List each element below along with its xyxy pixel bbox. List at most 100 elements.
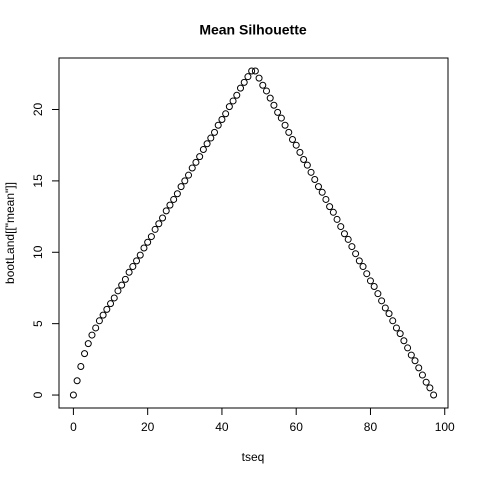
point (173, 190, 181, 198)
chart-title: Mean Silhouette (199, 22, 307, 38)
point (188, 164, 196, 172)
point (166, 201, 174, 209)
point (107, 300, 115, 308)
point (199, 145, 207, 153)
y-tick-label: 10 (31, 245, 45, 259)
point (359, 263, 367, 271)
point (418, 371, 426, 379)
point (430, 391, 438, 399)
point (181, 177, 189, 185)
point (318, 188, 326, 196)
point (133, 257, 141, 265)
point (73, 377, 81, 385)
point (211, 128, 219, 136)
point (144, 238, 152, 246)
point (121, 275, 129, 283)
x-tick-label: 0 (70, 420, 77, 434)
point (88, 331, 96, 339)
point (95, 317, 103, 325)
point (389, 317, 397, 325)
point (407, 351, 415, 359)
point (214, 121, 222, 129)
point (337, 223, 345, 231)
point (196, 153, 204, 161)
point (192, 158, 200, 166)
point (378, 297, 386, 305)
point (344, 235, 352, 243)
point (207, 134, 215, 142)
point (110, 294, 118, 302)
point (288, 135, 296, 143)
point (170, 195, 178, 203)
point (396, 330, 404, 338)
point (270, 101, 278, 109)
point (300, 155, 308, 163)
plot-box (58, 57, 449, 409)
point (84, 340, 92, 348)
point (155, 220, 163, 228)
point (296, 148, 304, 156)
point (81, 350, 89, 358)
point (248, 67, 256, 75)
point (303, 161, 311, 169)
point (426, 384, 434, 392)
point (244, 73, 252, 81)
point (229, 97, 237, 105)
point (240, 78, 248, 86)
point (129, 263, 137, 271)
point (352, 250, 360, 258)
point (292, 141, 300, 149)
x-tick-label: 40 (215, 420, 229, 434)
point (222, 110, 230, 118)
point (404, 344, 412, 352)
point (159, 214, 167, 222)
point (237, 84, 245, 92)
point (125, 268, 133, 276)
point (266, 94, 274, 102)
point (218, 116, 226, 124)
point (307, 168, 315, 176)
point (140, 244, 148, 252)
point (385, 310, 393, 318)
point (274, 108, 282, 116)
point (333, 215, 341, 223)
point (370, 283, 378, 291)
point (348, 243, 356, 251)
point (374, 290, 382, 298)
point (262, 87, 270, 95)
point (103, 305, 111, 313)
x-tick-label: 60 (290, 420, 304, 434)
point (314, 183, 322, 191)
point (255, 74, 263, 82)
point (259, 81, 267, 89)
point (277, 114, 285, 122)
point (329, 208, 337, 216)
point (392, 324, 400, 332)
point (203, 140, 211, 148)
y-tick-label: 20 (31, 103, 45, 117)
point (225, 103, 233, 111)
x-axis-label: tseq (242, 450, 265, 464)
point (251, 67, 259, 75)
point (162, 207, 170, 215)
point (136, 251, 144, 259)
point (415, 364, 423, 372)
x-tick-label: 80 (364, 420, 378, 434)
x-tick-label: 20 (141, 420, 155, 434)
point (355, 257, 363, 265)
y-axis-label: bootLand[["mean"]] (3, 182, 17, 284)
x-tick-label: 100 (435, 420, 455, 434)
point (185, 171, 193, 179)
y-tick-label: 5 (31, 320, 45, 327)
point (177, 183, 185, 191)
y-tick-label: 15 (31, 174, 45, 188)
point (400, 337, 408, 345)
point (99, 311, 107, 319)
point (118, 281, 126, 289)
point (311, 175, 319, 183)
point (340, 230, 348, 238)
point (77, 362, 85, 370)
point (366, 277, 374, 285)
point (281, 121, 289, 129)
